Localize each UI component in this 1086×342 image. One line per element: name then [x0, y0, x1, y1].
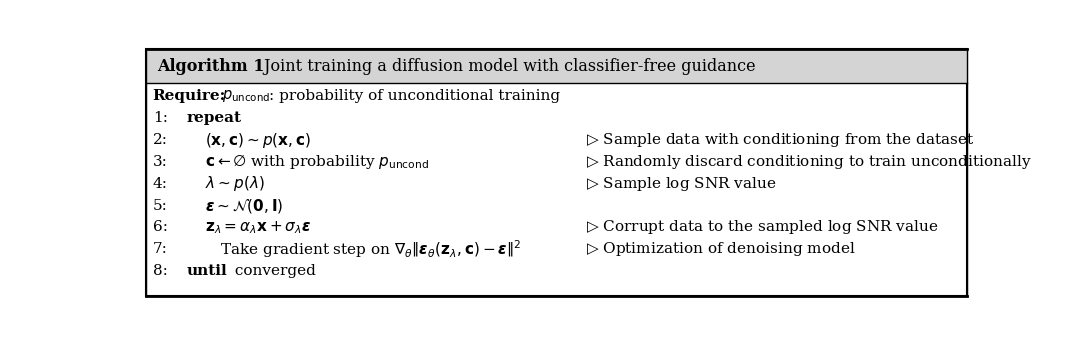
Text: $\triangleright$ Sample data with conditioning from the dataset: $\triangleright$ Sample data with condit… — [586, 131, 974, 149]
Text: Algorithm 1: Algorithm 1 — [156, 57, 264, 75]
Text: 4:: 4: — [153, 177, 167, 191]
FancyBboxPatch shape — [146, 49, 968, 297]
Text: $\triangleright$ Optimization of denoising model: $\triangleright$ Optimization of denoisi… — [586, 240, 856, 258]
Text: 5:: 5: — [153, 199, 167, 213]
Text: 3:: 3: — [153, 155, 167, 169]
Text: repeat: repeat — [187, 111, 241, 125]
Text: : probability of unconditional training: : probability of unconditional training — [268, 89, 560, 103]
Text: $p_\mathrm{uncond}$: $p_\mathrm{uncond}$ — [223, 88, 270, 104]
Text: 6:: 6: — [153, 221, 167, 235]
Text: 7:: 7: — [153, 242, 167, 256]
Text: $\triangleright$ Corrupt data to the sampled log SNR value: $\triangleright$ Corrupt data to the sam… — [586, 219, 938, 236]
Text: 2:: 2: — [153, 133, 167, 147]
Text: $\triangleright$ Sample log SNR value: $\triangleright$ Sample log SNR value — [586, 175, 776, 193]
Text: $(\mathbf{x}, \mathbf{c}) \sim p(\mathbf{x}, \mathbf{c})$: $(\mathbf{x}, \mathbf{c}) \sim p(\mathbf… — [205, 131, 311, 149]
Text: Take gradient step on $\nabla_\theta \left\| \boldsymbol{\epsilon}_\theta(\mathb: Take gradient step on $\nabla_\theta \le… — [219, 238, 521, 260]
Text: $\mathbf{c} \leftarrow \varnothing$ with probability $p_\mathrm{uncond}$: $\mathbf{c} \leftarrow \varnothing$ with… — [205, 153, 429, 171]
Text: Joint training a diffusion model with classifier-free guidance: Joint training a diffusion model with cl… — [260, 57, 756, 75]
Text: $\boldsymbol{\epsilon} \sim \mathcal{N}(\mathbf{0}, \mathbf{I})$: $\boldsymbol{\epsilon} \sim \mathcal{N}(… — [205, 197, 283, 215]
Text: $\mathbf{z}_\lambda = \alpha_\lambda \mathbf{x} + \sigma_\lambda \boldsymbol{\ep: $\mathbf{z}_\lambda = \alpha_\lambda \ma… — [205, 219, 311, 236]
Text: until: until — [187, 264, 227, 278]
Text: $\lambda \sim p(\lambda)$: $\lambda \sim p(\lambda)$ — [205, 174, 264, 193]
FancyBboxPatch shape — [146, 50, 968, 83]
Text: $\triangleright$ Randomly discard conditioning to train unconditionally: $\triangleright$ Randomly discard condit… — [586, 153, 1032, 171]
Text: converged: converged — [230, 264, 316, 278]
Text: 8:: 8: — [153, 264, 167, 278]
Text: 1:: 1: — [153, 111, 167, 125]
Text: Require:: Require: — [152, 89, 226, 103]
